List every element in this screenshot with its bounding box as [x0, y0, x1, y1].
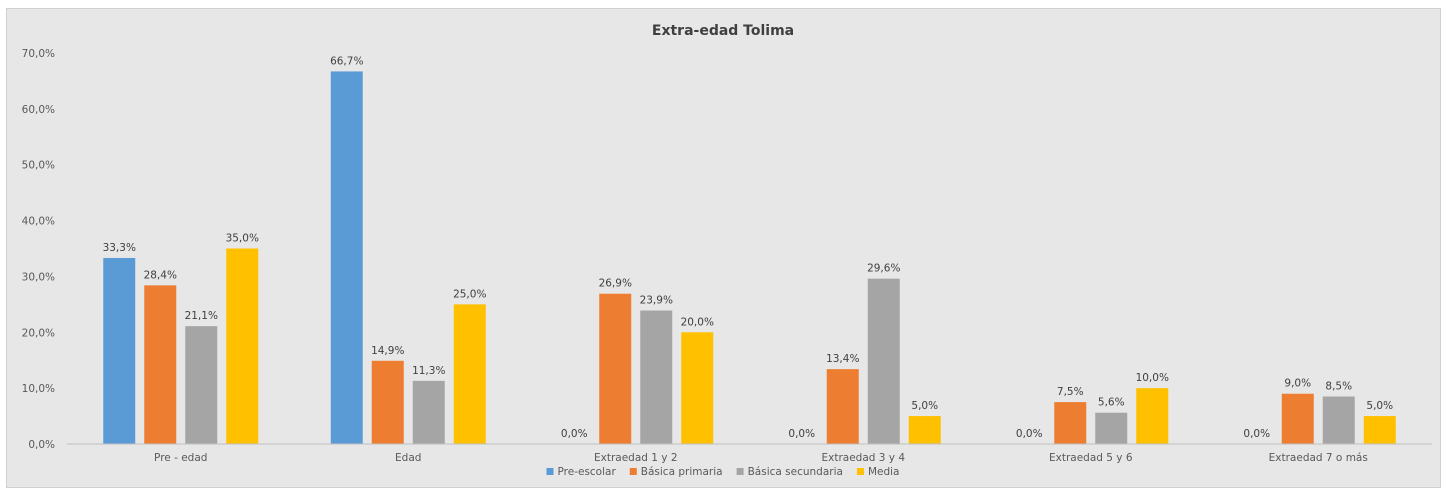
legend-swatch [736, 468, 744, 475]
data-label: 0,0% [561, 428, 588, 440]
y-axis: 0,0% 10,0% 20,0% 30,0% 40,0% 50,0% 60,0% 70,0% [22, 48, 55, 451]
bar [371, 360, 404, 444]
data-label: 14,9% [371, 345, 404, 357]
bar [599, 293, 632, 444]
data-label: 0,0% [1016, 428, 1043, 440]
bar [1054, 402, 1087, 444]
bars-group: 33,3% 28,4% 21,1% 35,0% 66,7% 14,9% 11,3% 25,0%… [103, 55, 1396, 444]
x-tick-label: Edad [395, 452, 421, 464]
data-label: 7,5% [1057, 386, 1084, 398]
data-label: 8,5% [1325, 381, 1352, 393]
y-tick-label: 60,0% [22, 104, 55, 116]
data-label: 66,7% [330, 55, 363, 67]
chart-title: Extra-edad Tolima [652, 23, 794, 39]
y-tick-label: 20,0% [22, 327, 55, 339]
chart-area: Extra-edad Tolima 0,0% 10,0% 20,0% 30,0% 40,… [6, 8, 1441, 488]
data-label: 26,9% [599, 278, 632, 290]
y-tick-label: 40,0% [22, 216, 55, 228]
data-label: 28,4% [144, 269, 177, 281]
data-label: 33,3% [103, 242, 136, 254]
data-label: 5,0% [911, 400, 938, 412]
data-label: 5,0% [1366, 400, 1393, 412]
data-label: 23,9% [640, 295, 673, 307]
data-label: 21,1% [185, 310, 218, 322]
data-label: 0,0% [1243, 428, 1270, 440]
data-label: 25,0% [453, 288, 486, 300]
y-tick-label: 50,0% [22, 160, 55, 172]
bar [185, 326, 218, 444]
bar [640, 310, 673, 444]
bar [1322, 396, 1355, 444]
bar [453, 304, 486, 444]
bar [103, 257, 136, 444]
data-label: 29,6% [867, 263, 900, 275]
bar [908, 416, 941, 444]
data-label: 11,3% [412, 365, 445, 377]
bar [144, 285, 177, 444]
legend-swatch [546, 468, 554, 475]
bar [330, 71, 363, 444]
bar [1095, 412, 1128, 444]
bar [226, 248, 259, 444]
bar [412, 380, 445, 444]
bar-chart: Extra-edad Tolima 0,0% 10,0% 20,0% 30,0% 40,… [22, 23, 1432, 478]
bar [681, 332, 714, 444]
bar [867, 278, 900, 444]
x-tick-label: Pre - edad [154, 452, 207, 464]
bar [1281, 393, 1314, 444]
x-axis: Pre - edad Edad Extraedad 1 y 2 Extraedad 3… [67, 443, 1432, 464]
legend-entry: Básica primaria [641, 466, 723, 478]
data-label: 5,6% [1098, 397, 1125, 409]
data-label: 20,0% [681, 316, 714, 328]
x-tick-label: Extraedad 3 y 4 [821, 452, 905, 464]
legend-entry: Básica secundaria [748, 466, 843, 478]
y-tick-label: 30,0% [22, 271, 55, 283]
data-label: 9,0% [1284, 378, 1311, 390]
bar [1363, 416, 1396, 444]
data-label: 35,0% [226, 233, 259, 245]
legend-entry: Media [868, 466, 900, 478]
bar [1136, 388, 1169, 444]
x-tick-label: Extraedad 5 y 6 [1049, 452, 1133, 464]
legend-swatch [856, 468, 864, 475]
y-tick-label: 0,0% [28, 439, 55, 451]
data-label: 0,0% [788, 428, 815, 440]
data-label: 10,0% [1136, 372, 1169, 384]
bar [826, 369, 859, 444]
legend: Pre-escolar Básica primaria Básica secunda… [546, 466, 900, 478]
y-tick-label: 10,0% [22, 383, 55, 395]
y-tick-label: 70,0% [22, 48, 55, 60]
legend-entry: Pre-escolar [558, 466, 617, 478]
x-tick-label: Extraedad 7 o más [1269, 452, 1368, 464]
data-label: 13,4% [826, 353, 859, 365]
x-tick-label: Extraedad 1 y 2 [594, 452, 678, 464]
legend-swatch [629, 468, 637, 475]
